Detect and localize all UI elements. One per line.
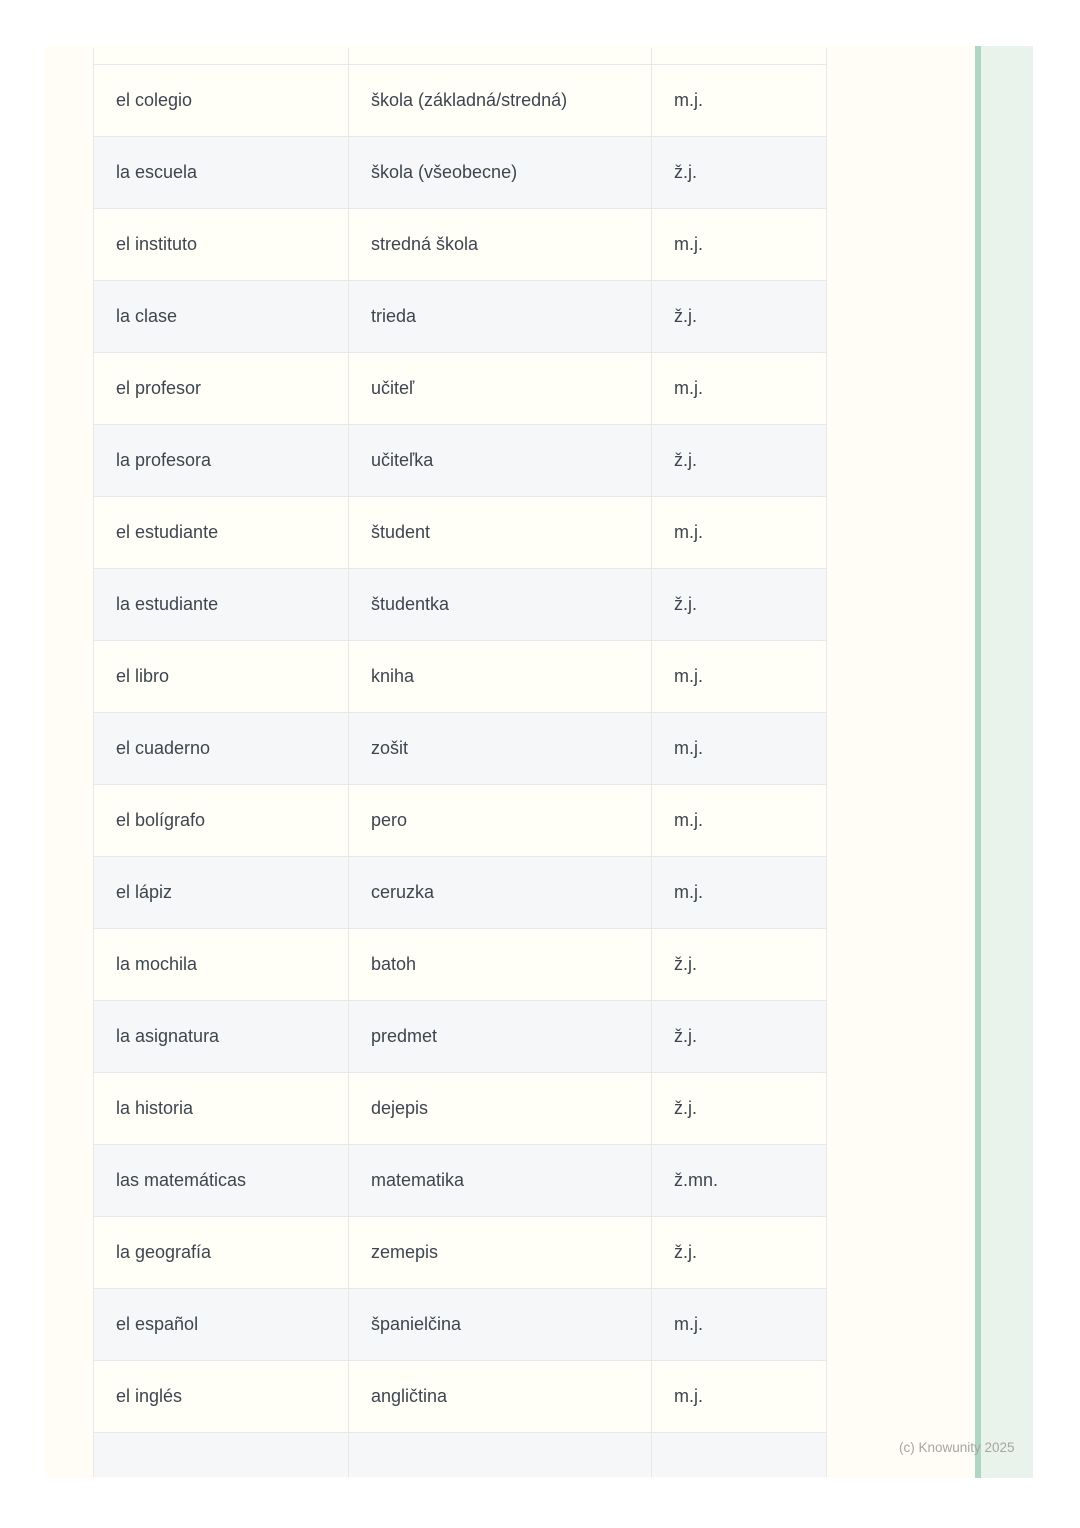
cell-spanish: el estudiante [93,497,348,569]
table-row: la escuela škola (všeobecne) ž.j. [93,137,827,209]
cell-slovak: dejepis [348,1073,651,1145]
table-row: el inglés angličtina m.j. [93,1361,827,1433]
cell-spanish: el colegio [93,65,348,137]
cell-gender: m.j. [651,65,827,137]
table-row: la mochila batoh ž.j. [93,929,827,1001]
cell-gender: ž.j. [651,137,827,209]
cell-slovak [348,1433,651,1477]
cell-gender: m.j. [651,857,827,929]
cell-gender: m.j. [651,1289,827,1361]
cell-slovak: študent [348,497,651,569]
table-header-row [93,48,827,65]
table-row: la profesora učiteľka ž.j. [93,425,827,497]
cell-spanish: el bolígrafo [93,785,348,857]
cell-gender: m.j. [651,713,827,785]
cell-spanish: la geografía [93,1217,348,1289]
cell-spanish: la estudiante [93,569,348,641]
cell-spanish: la clase [93,281,348,353]
table-row: el instituto stredná škola m.j. [93,209,827,281]
cell-slovak: študentka [348,569,651,641]
cell-spanish: el lápiz [93,857,348,929]
cell-gender [651,1433,827,1477]
table-header-cell-spanish [93,48,348,65]
table-row: la historia dejepis ž.j. [93,1073,827,1145]
table-row: las matemáticas matematika ž.mn. [93,1145,827,1217]
page-edge-stripe [975,46,1033,1478]
table-row: el profesor učiteľ m.j. [93,353,827,425]
cell-gender: m.j. [651,209,827,281]
cell-spanish: el cuaderno [93,713,348,785]
table-row: la clase trieda ž.j. [93,281,827,353]
cell-slovak: španielčina [348,1289,651,1361]
cell-slovak: učiteľka [348,425,651,497]
cell-spanish: las matemáticas [93,1145,348,1217]
cell-gender: ž.j. [651,569,827,641]
table-row: el bolígrafo pero m.j. [93,785,827,857]
cell-slovak: škola (všeobecne) [348,137,651,209]
table-row: la estudiante študentka ž.j. [93,569,827,641]
cell-gender: ž.j. [651,1217,827,1289]
cell-slovak: zemepis [348,1217,651,1289]
cell-spanish: la escuela [93,137,348,209]
cell-slovak: učiteľ [348,353,651,425]
table-rows: el colegio škola (základná/stredná) m.j. la… [93,65,827,1433]
cell-slovak: škola (základná/stredná) [348,65,651,137]
cell-spanish: el inglés [93,1361,348,1433]
table-row: el español španielčina m.j. [93,1289,827,1361]
table-row: el colegio škola (základná/stredná) m.j. [93,65,827,137]
cell-slovak: batoh [348,929,651,1001]
cell-gender: ž.j. [651,1073,827,1145]
cell-spanish: la historia [93,1073,348,1145]
cell-spanish: el libro [93,641,348,713]
table-row: el cuaderno zošit m.j. [93,713,827,785]
cell-gender: m.j. [651,1361,827,1433]
cell-spanish [93,1433,348,1477]
cell-slovak: angličtina [348,1361,651,1433]
cell-gender: ž.j. [651,425,827,497]
table-row: la geografía zemepis ž.j. [93,1217,827,1289]
cell-gender: m.j. [651,353,827,425]
table-row: la asignatura predmet ž.j. [93,1001,827,1073]
cell-gender: ž.mn. [651,1145,827,1217]
cell-slovak: matematika [348,1145,651,1217]
cell-spanish: la asignatura [93,1001,348,1073]
table-partial-row [93,1433,827,1505]
cell-slovak: predmet [348,1001,651,1073]
cell-slovak: kniha [348,641,651,713]
cell-spanish: la mochila [93,929,348,1001]
cell-slovak: zošit [348,713,651,785]
cell-gender: m.j. [651,785,827,857]
vocabulary-table: el colegio škola (základná/stredná) m.j. la… [93,48,827,1505]
cell-spanish: el español [93,1289,348,1361]
cell-slovak: stredná škola [348,209,651,281]
cell-gender: ž.j. [651,929,827,1001]
cell-spanish: el instituto [93,209,348,281]
table-row: el lápiz ceruzka m.j. [93,857,827,929]
table-header-cell-slovak [348,48,651,65]
cell-gender: m.j. [651,497,827,569]
document-page: el colegio škola (základná/stredná) m.j. la… [45,46,975,1478]
cell-slovak: pero [348,785,651,857]
cell-gender: ž.j. [651,1001,827,1073]
cell-spanish: el profesor [93,353,348,425]
cell-slovak: trieda [348,281,651,353]
table-row: el libro kniha m.j. [93,641,827,713]
cell-spanish: la profesora [93,425,348,497]
cell-slovak: ceruzka [348,857,651,929]
table-row: el estudiante študent m.j. [93,497,827,569]
table-header-cell-gender [651,48,827,65]
cell-gender: m.j. [651,641,827,713]
cell-gender: ž.j. [651,281,827,353]
copyright-text: (c) Knowunity 2025 [899,1440,1015,1455]
